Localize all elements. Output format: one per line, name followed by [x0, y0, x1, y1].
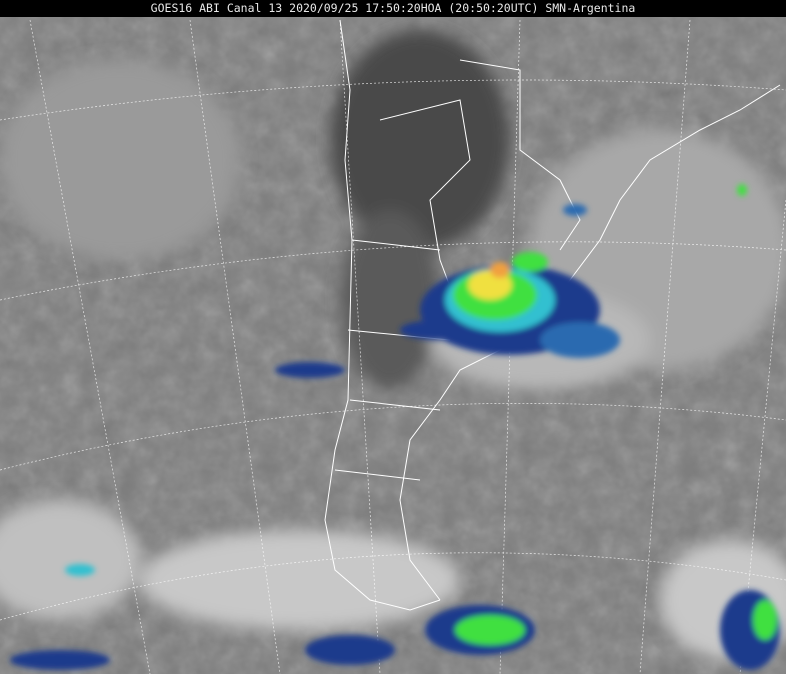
image-title: GOES16 ABI Canal 13 2020/09/25 17:50:20H… — [0, 0, 786, 17]
storm-system — [10, 184, 780, 670]
